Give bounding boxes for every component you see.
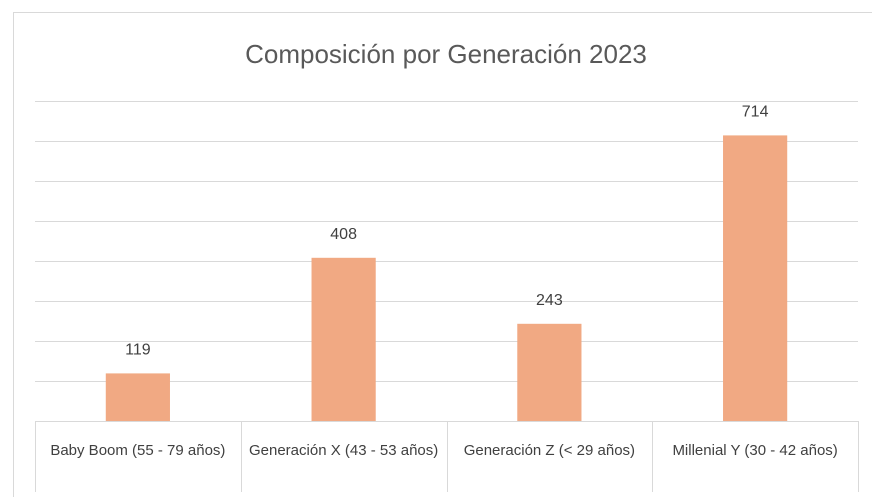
x-tick-label: Generación X (43 - 53 años) bbox=[248, 442, 439, 459]
value-label: 119 bbox=[125, 342, 151, 359]
x-tick-label: Baby Boom (55 - 79 años) bbox=[50, 442, 226, 459]
x-tick-label: Generación Z (< 29 años) bbox=[463, 442, 636, 459]
x-tick-label: Millenial Y (30 - 42 años) bbox=[672, 442, 838, 459]
bar bbox=[517, 323, 582, 421]
bar bbox=[105, 373, 170, 421]
value-label: 714 bbox=[742, 104, 769, 121]
bar bbox=[311, 257, 376, 421]
chart-title: Composición por Generación 2023 bbox=[245, 39, 647, 69]
value-label: 408 bbox=[330, 226, 357, 243]
value-label: 243 bbox=[536, 292, 563, 309]
bar bbox=[723, 135, 788, 421]
